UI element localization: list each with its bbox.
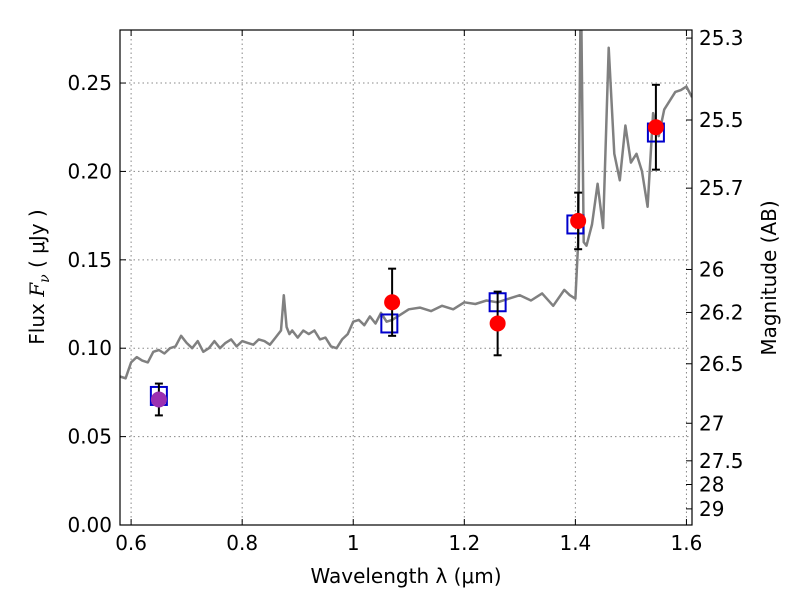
x-tick-label: 1.4: [559, 531, 591, 555]
magnitude-axis-label: Magnitude (AB): [757, 200, 781, 355]
y-axis-ticks: 0.00 0.05 0.10 0.15 0.20 0.25: [67, 71, 126, 537]
y-axis-label-math: F: [25, 282, 49, 298]
magnitude-tick-label: 26: [699, 257, 724, 281]
x-axis-label: Wavelength λ (μm): [310, 564, 501, 588]
y-axis-label-sub: ν: [37, 274, 53, 283]
y-tick-label: 0.25: [67, 71, 112, 95]
y-tick-label: 0.00: [67, 513, 112, 537]
model-spectrum-line: [120, 30, 692, 380]
x-axis-ticks: 0.6 0.8 1 1.2 1.4 1.6: [115, 30, 702, 555]
observed-photometry: [150, 83, 664, 417]
magnitude-tick-label: 25.7: [699, 176, 744, 200]
observed-flux-point: [150, 391, 167, 408]
synthetic-flux-square: [380, 313, 399, 334]
y-axis-label-text: Flux: [25, 297, 49, 345]
observed-flux-point: [647, 119, 664, 136]
y-tick-label: 0.15: [67, 248, 112, 272]
x-tick-label: 1.2: [448, 531, 480, 555]
magnitude-tick-label: 25.5: [699, 108, 744, 132]
plot-frame: [119, 29, 693, 526]
magnitude-tick-label: 27: [699, 411, 724, 435]
magnitude-tick-label: 25.3: [699, 26, 744, 50]
synthetic-photometry: [149, 122, 665, 406]
observed-flux-point: [570, 212, 587, 229]
y-tick-label: 0.05: [67, 425, 112, 449]
x-tick-label: 1: [347, 531, 360, 555]
magnitude-tick-label: 26.2: [699, 300, 744, 324]
magnitude-tick-label: 27.5: [699, 449, 744, 473]
x-tick-label: 0.6: [115, 531, 147, 555]
y-tick-label: 0.10: [67, 336, 112, 360]
magnitude-tick-label: 28: [699, 473, 724, 497]
observed-flux-point: [384, 294, 401, 311]
magnitude-tick-label: 26.5: [699, 352, 744, 376]
plot-area: [120, 30, 692, 417]
y-axis-label-unit: ( μJy ): [25, 209, 49, 274]
x-tick-label: 1.6: [671, 531, 703, 555]
y-axis-label: Flux Fν ( μJy ): [25, 209, 53, 344]
x-tick-label: 0.8: [226, 531, 258, 555]
magnitude-tick-label: 29: [699, 497, 724, 521]
observed-flux-point: [489, 315, 506, 332]
y-tick-label: 0.20: [67, 159, 112, 183]
